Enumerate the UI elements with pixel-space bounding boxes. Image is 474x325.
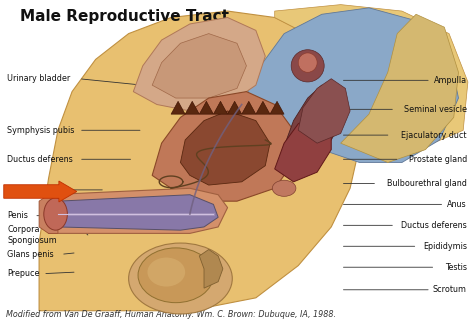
Text: Symphysis pubis: Symphysis pubis [7,126,74,135]
Ellipse shape [147,257,185,287]
Text: Ductus deferens: Ductus deferens [401,221,467,230]
Text: Ejaculatory duct: Ejaculatory duct [401,131,467,140]
Text: Urinary bladder: Urinary bladder [7,74,70,83]
Ellipse shape [291,50,324,82]
Ellipse shape [298,53,317,72]
Polygon shape [256,101,270,114]
Text: Male Reproductive Tract: Male Reproductive Tract [20,9,229,24]
Text: Penis: Penis [7,211,28,220]
Polygon shape [185,101,199,114]
Polygon shape [199,250,223,288]
Ellipse shape [138,248,213,303]
Text: Scrotum: Scrotum [433,285,467,294]
Polygon shape [199,101,213,114]
Polygon shape [171,101,185,114]
Text: Epididymis: Epididymis [423,242,467,251]
Polygon shape [39,195,58,233]
Polygon shape [242,101,256,114]
Polygon shape [275,114,331,182]
Polygon shape [213,101,228,114]
Polygon shape [270,101,284,114]
Polygon shape [39,11,359,311]
Polygon shape [298,79,350,143]
Polygon shape [275,5,468,146]
Polygon shape [152,33,246,98]
Polygon shape [58,195,218,230]
Text: Bulbourethral gland: Bulbourethral gland [387,179,467,188]
Text: Ampulla: Ampulla [434,76,467,85]
Polygon shape [133,18,265,111]
Ellipse shape [128,243,232,314]
Text: Prepuce: Prepuce [7,269,39,278]
Polygon shape [341,14,458,163]
Text: Corpora
Spongiosum: Corpora Spongiosum [7,225,57,245]
Ellipse shape [273,180,296,196]
Text: Glans penis: Glans penis [7,250,54,259]
Polygon shape [181,111,270,185]
Text: Seminal vesicle: Seminal vesicle [404,105,467,114]
Polygon shape [284,85,346,156]
Text: Ductus deferens: Ductus deferens [7,155,73,164]
Text: Testis: Testis [445,263,467,272]
Ellipse shape [44,198,67,230]
Text: Modified from Van De Graaff, Human Anatomy. Wm. C. Brown: Dubuque, IA, 1988.: Modified from Van De Graaff, Human Anato… [6,310,336,319]
FancyArrow shape [4,181,77,202]
Polygon shape [152,92,293,201]
Polygon shape [48,188,228,233]
Text: Prostate gland: Prostate gland [409,155,467,164]
Text: Urethra: Urethra [7,185,38,194]
Text: Anus: Anus [447,200,467,209]
Polygon shape [228,101,242,114]
Polygon shape [237,8,458,162]
